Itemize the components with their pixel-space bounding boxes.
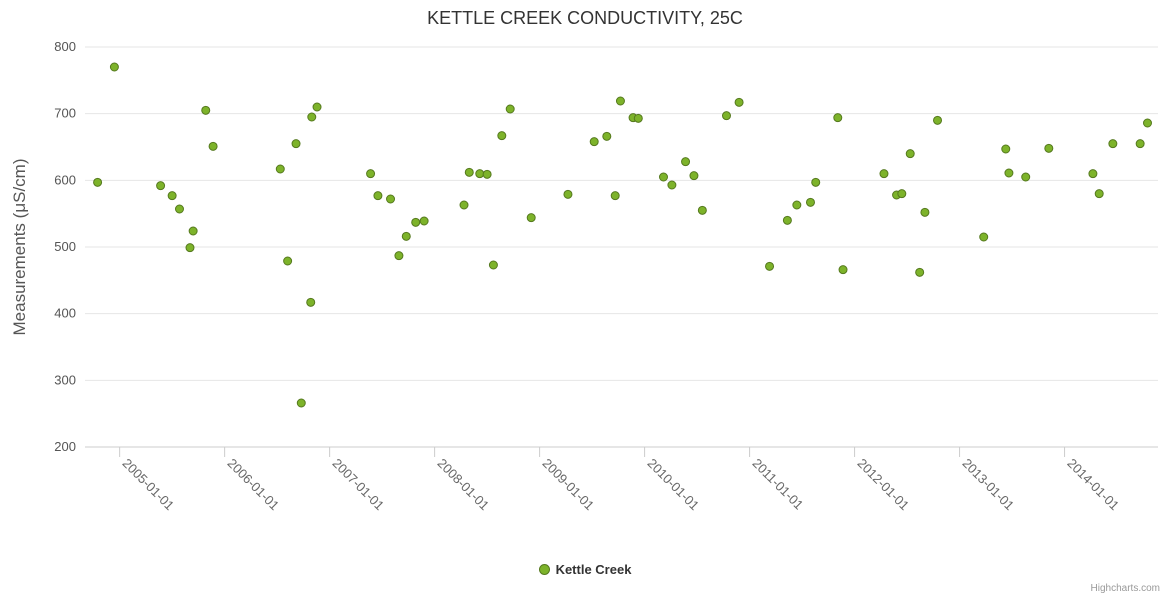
x-tick-label: 2010-01-01 (644, 456, 702, 514)
data-point[interactable] (681, 157, 691, 167)
data-point[interactable] (689, 171, 699, 181)
y-tick-label: 500 (54, 239, 76, 254)
data-point[interactable] (1021, 172, 1031, 182)
data-point[interactable] (933, 115, 943, 125)
data-point[interactable] (765, 261, 775, 271)
data-point[interactable] (283, 256, 293, 266)
data-point[interactable] (615, 96, 625, 106)
data-point[interactable] (734, 97, 744, 107)
data-point[interactable] (920, 207, 930, 217)
legend-item-kettle-creek[interactable]: Kettle Creek (0, 562, 1170, 577)
legend-label: Kettle Creek (555, 562, 632, 577)
data-point[interactable] (312, 102, 322, 112)
data-point[interactable] (394, 251, 404, 261)
data-point[interactable] (1088, 169, 1098, 179)
data-point[interactable] (633, 113, 643, 123)
data-point[interactable] (589, 137, 599, 147)
data-point[interactable] (167, 191, 177, 201)
data-point[interactable] (188, 226, 198, 236)
data-point[interactable] (386, 194, 396, 204)
data-point[interactable] (979, 232, 989, 242)
legend-marker-icon (538, 564, 550, 575)
data-point[interactable] (721, 111, 731, 121)
data-point[interactable] (464, 167, 474, 177)
data-point[interactable] (275, 164, 285, 174)
x-tick-label: 2006-01-01 (225, 456, 283, 514)
data-point[interactable] (905, 149, 915, 159)
data-point[interactable] (208, 141, 218, 151)
data-point[interactable] (658, 172, 668, 182)
data-point[interactable] (782, 215, 792, 225)
data-point[interactable] (1094, 189, 1104, 199)
x-tick-label: 2013-01-01 (959, 456, 1017, 514)
data-point[interactable] (526, 213, 536, 223)
x-tick-label: 2011-01-01 (749, 456, 806, 513)
data-point[interactable] (475, 169, 485, 179)
data-point[interactable] (296, 398, 306, 408)
data-point[interactable] (411, 217, 421, 227)
x-tick-label: 2014-01-01 (1064, 456, 1122, 514)
data-point[interactable] (1001, 144, 1011, 154)
data-point[interactable] (1143, 118, 1153, 128)
data-point[interactable] (602, 131, 612, 141)
data-point[interactable] (497, 131, 507, 141)
highcharts-credit[interactable]: Highcharts.com (1090, 583, 1160, 594)
data-point[interactable] (1135, 139, 1145, 149)
y-tick-label: 600 (54, 172, 76, 187)
data-point[interactable] (156, 181, 166, 191)
data-point[interactable] (419, 216, 429, 226)
y-tick-label: 700 (54, 106, 76, 121)
data-point[interactable] (667, 180, 677, 190)
data-point[interactable] (833, 113, 843, 123)
x-tick-label: 2009-01-01 (539, 456, 597, 514)
data-point[interactable] (174, 204, 184, 214)
data-point[interactable] (1108, 139, 1118, 149)
data-point[interactable] (185, 243, 195, 253)
data-point[interactable] (306, 297, 316, 307)
data-point[interactable] (459, 200, 469, 210)
data-point[interactable] (1004, 168, 1014, 178)
data-point[interactable] (307, 112, 317, 122)
data-point[interactable] (488, 260, 498, 270)
data-point[interactable] (792, 200, 802, 210)
data-point[interactable] (201, 105, 211, 115)
data-point[interactable] (366, 169, 376, 179)
x-tick-label: 2012-01-01 (854, 456, 912, 514)
data-point[interactable] (915, 267, 925, 277)
chart-title: KETTLE CREEK CONDUCTIVITY, 25C (427, 8, 743, 28)
data-point[interactable] (373, 191, 383, 201)
data-point[interactable] (879, 169, 889, 179)
data-point[interactable] (697, 205, 707, 215)
data-point[interactable] (811, 177, 821, 187)
data-point[interactable] (897, 189, 907, 199)
data-point[interactable] (109, 62, 119, 72)
y-tick-label: 400 (54, 306, 76, 321)
data-point[interactable] (1044, 143, 1054, 153)
data-point[interactable] (291, 139, 301, 149)
data-point[interactable] (482, 169, 492, 179)
x-tick-label: 2007-01-01 (330, 456, 388, 514)
x-tick-label: 2005-01-01 (120, 456, 178, 514)
x-tick-label: 2008-01-01 (434, 456, 492, 514)
y-axis-title: Measurements (μS/cm) (10, 159, 29, 336)
data-point[interactable] (563, 189, 573, 199)
data-point[interactable] (93, 177, 103, 187)
data-point[interactable] (805, 197, 815, 207)
y-tick-label: 300 (54, 372, 76, 387)
data-point[interactable] (838, 265, 848, 275)
data-point[interactable] (610, 191, 620, 201)
data-point[interactable] (401, 231, 411, 241)
y-tick-label: 800 (54, 39, 76, 54)
y-tick-label: 200 (54, 439, 76, 454)
data-point[interactable] (505, 104, 515, 114)
